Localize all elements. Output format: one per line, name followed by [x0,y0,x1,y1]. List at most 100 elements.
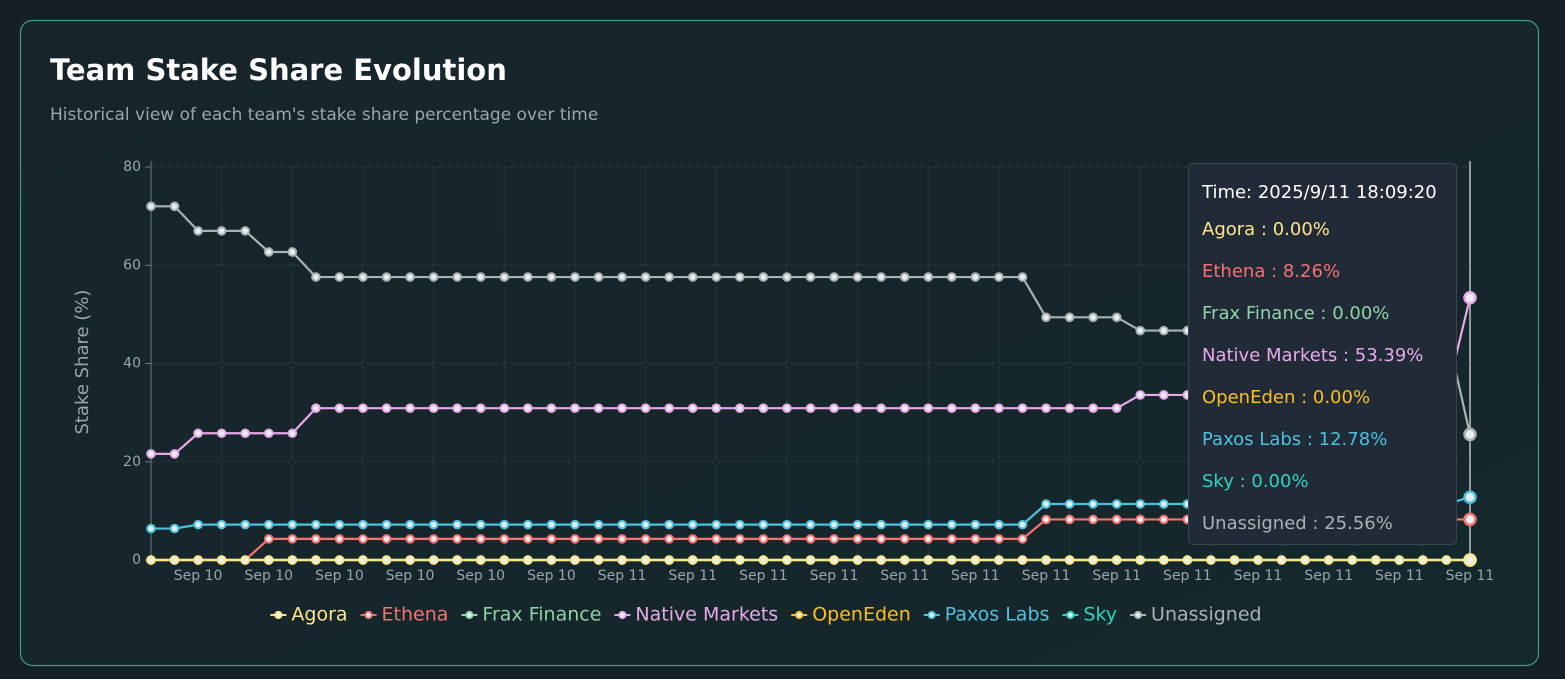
x-tick-label: Sep 10 [174,568,223,584]
data-point [1064,499,1075,509]
tooltip-row: Agora : 0.00% [1202,219,1330,240]
data-point [405,555,415,565]
tooltip-box [1188,163,1457,545]
data-point [334,519,345,530]
data-point [287,247,298,257]
data-point [240,428,251,439]
y-axis-label: Stake Share (%) [72,290,93,435]
data-point [593,403,604,414]
data-point [334,403,345,414]
data-point [805,272,816,282]
data-point [994,403,1004,414]
chart-title: Team Stake Share Evolution [50,53,507,87]
data-point [452,272,462,282]
data-point [1253,555,1263,565]
data-point [381,403,392,414]
data-point [947,403,957,414]
data-point [640,403,651,414]
data-point [523,555,533,565]
data-point [193,555,203,565]
data-point [1111,403,1122,414]
x-tick-label: Sep 11 [1022,568,1071,584]
data-point [1064,514,1075,525]
data-point [193,226,203,236]
tooltip-row: Ethena : 8.26% [1202,261,1340,282]
data-point [923,403,934,414]
x-tick-label: Sep 11 [739,568,788,584]
x-tick-label: Sep 11 [1304,568,1353,584]
data-point [1017,272,1028,282]
data-point [311,272,321,282]
data-point [546,519,557,530]
x-tick-label: Sep 10 [244,568,293,584]
data-point [711,403,722,414]
data-point [216,428,227,439]
data-point [1463,490,1477,504]
legend-item: Paxos Labs [923,604,1049,626]
data-point [876,403,886,414]
data-point [381,519,392,530]
data-point [852,519,863,530]
data-point [358,403,368,414]
data-point [758,534,769,544]
data-point [287,519,298,530]
data-point [829,403,839,414]
data-point [428,519,439,530]
data-point [593,519,604,530]
data-point [640,534,651,544]
data-point [970,555,981,565]
data-point [805,555,816,565]
data-point [994,555,1004,565]
data-point [240,519,251,530]
legend-item: Frax Finance [461,604,601,626]
tooltip-row: OpenEden : 0.00% [1202,387,1370,408]
x-tick-label: Sep 10 [315,568,364,584]
data-point [452,403,462,414]
data-point [169,201,180,212]
data-point [1017,519,1028,530]
data-point [664,555,674,565]
tooltip: Time: 2025/9/11 18:09:20 Agora : 0.00% Eth… [1188,163,1457,545]
data-point [876,272,886,282]
data-point [829,534,839,544]
legend-swatch-dot [1066,610,1075,620]
legend-swatch-dot [927,610,936,620]
data-point [899,555,910,565]
data-point [523,272,533,282]
data-point [1159,514,1169,525]
legend-item: Sky [1062,604,1117,626]
data-point [570,534,580,544]
y-tick-label: 40 [123,356,141,372]
data-point [287,428,298,439]
y-tick-label: 80 [123,159,141,175]
legend-label: Ethena [382,604,449,626]
data-point [523,534,533,544]
data-point [1017,555,1028,565]
data-point [617,519,627,530]
data-point [923,555,934,565]
data-point [311,519,321,530]
legend-label: Native Markets [635,604,778,626]
data-point [1111,555,1122,565]
data-point [994,519,1004,530]
data-point [405,272,415,282]
data-point [216,555,227,565]
data-point [947,555,957,565]
data-point [146,201,156,212]
legend-label: Frax Finance [482,604,601,626]
data-point [923,519,934,530]
data-point [1111,499,1122,509]
data-point [970,534,981,544]
data-point [899,403,910,414]
data-point [947,534,957,544]
data-point [546,403,557,414]
data-point [381,272,392,282]
y-tick-label: 0 [132,552,141,568]
x-tick-label: Sep 11 [1234,568,1283,584]
data-point [852,555,863,565]
data-point [1088,555,1098,565]
data-point [947,519,957,530]
tooltip-title: Time: 2025/9/11 18:09:20 [1201,182,1437,203]
